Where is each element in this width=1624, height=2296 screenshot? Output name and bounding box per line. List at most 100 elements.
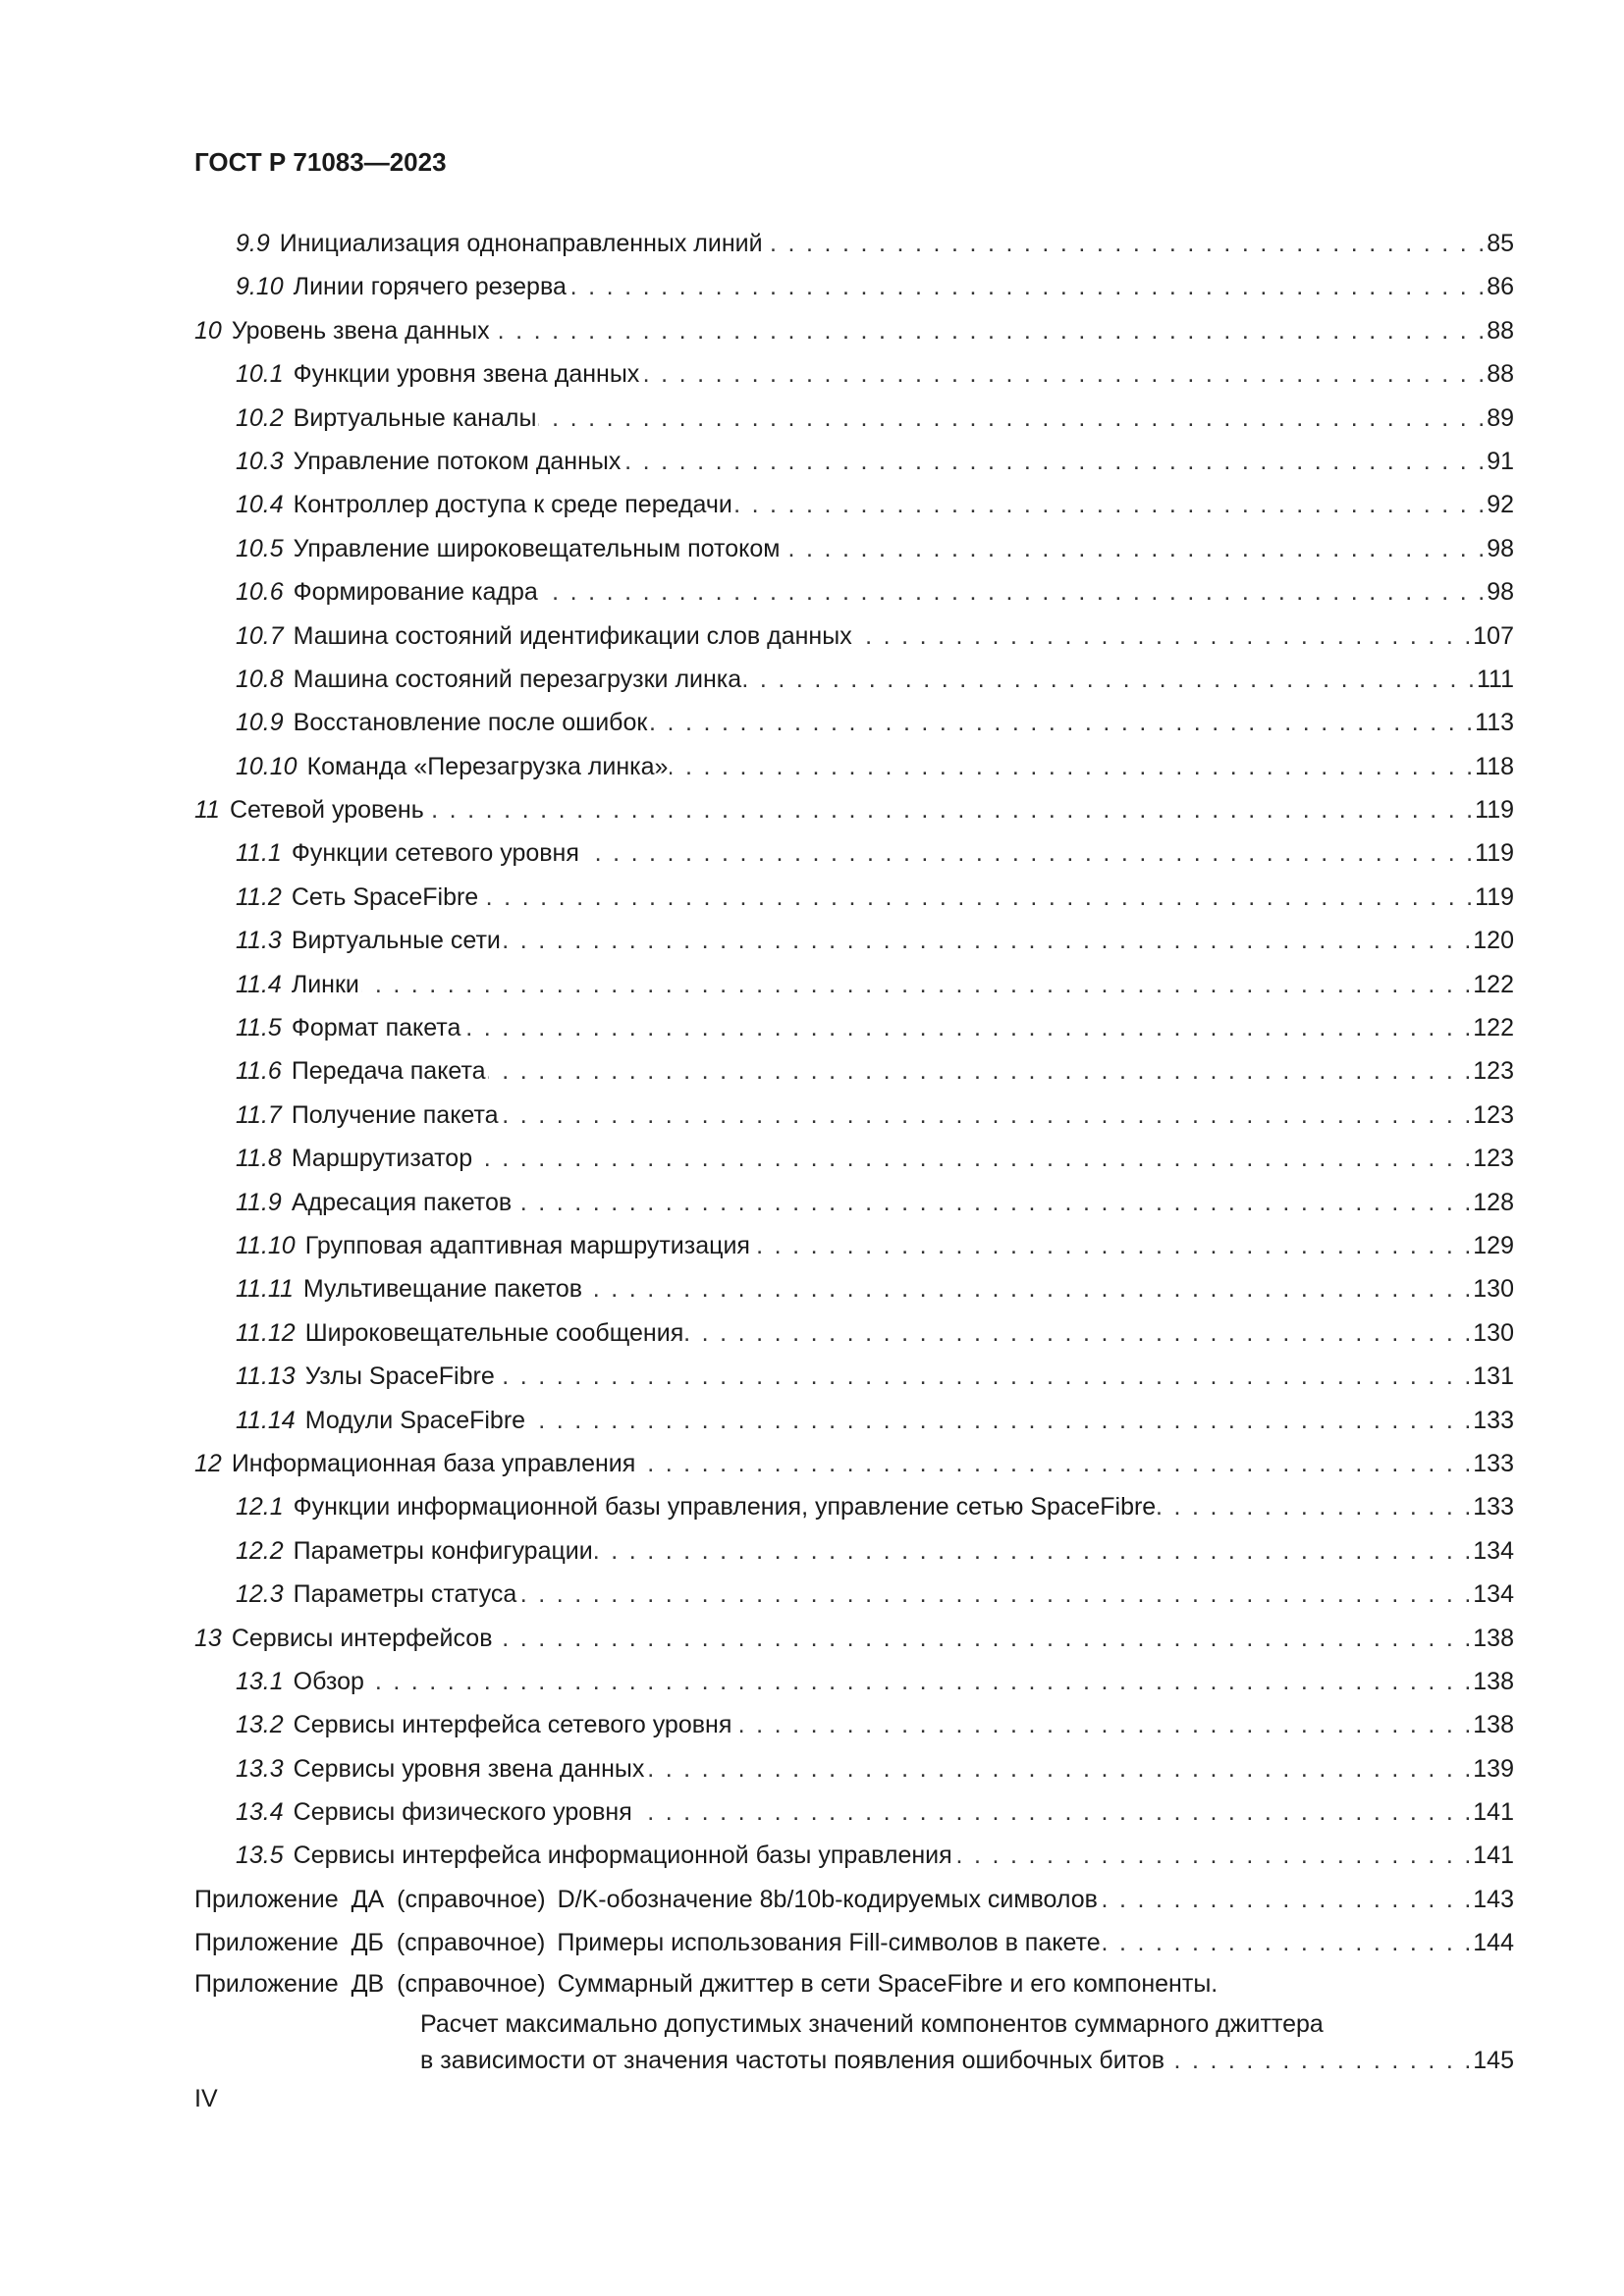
section-title: Адресация пакетов bbox=[291, 1188, 513, 1216]
section-title: Групповая адаптивная маршрутизация bbox=[304, 1231, 750, 1259]
toc-entry[interactable]: 11.4 Линки 122 bbox=[194, 963, 1514, 1006]
toc-entry[interactable]: 11 Сетевой уровень 119 bbox=[194, 788, 1514, 831]
toc-entry[interactable]: 13.3 Сервисы уровня звена данных 139 bbox=[194, 1747, 1514, 1790]
toc-entry[interactable]: 12 Информационная база управления 133 bbox=[194, 1442, 1514, 1485]
dot-leader bbox=[734, 483, 1485, 526]
page-reference: 86 bbox=[1487, 273, 1514, 301]
toc-entry[interactable]: 10 Уровень звена данных 88 bbox=[194, 309, 1514, 352]
toc-entry[interactable]: 10.2 Виртуальные каналы 89 bbox=[194, 397, 1514, 440]
toc-entry[interactable]: 13.4 Сервисы физического уровня 141 bbox=[194, 1790, 1514, 1834]
section-title: Формирование кадра bbox=[293, 578, 538, 607]
toc-entry[interactable]: 10.7 Машина состояний идентификации слов … bbox=[194, 614, 1514, 658]
page-reference: 107 bbox=[1473, 621, 1514, 650]
toc-entry[interactable]: 10.4 Контроллер доступа к среде передачи 9… bbox=[194, 483, 1514, 526]
appendix-title-line: в зависимости от значения частоты появле… bbox=[420, 2046, 1165, 2074]
appendix-label: Приложение ДВ (справочное) bbox=[194, 1969, 546, 1998]
dot-leader bbox=[595, 1529, 1472, 1573]
page-reference: 120 bbox=[1473, 927, 1514, 955]
section-title: Машина состояний идентификации слов данн… bbox=[293, 621, 852, 650]
toc-entry[interactable]: 10.3 Управление потоком данных 91 bbox=[194, 440, 1514, 483]
appendix-entry[interactable]: Приложение ДА (справочное) D/K-обозначени… bbox=[194, 1878, 1514, 1921]
dot-leader bbox=[646, 1747, 1471, 1790]
dot-leader bbox=[733, 1703, 1471, 1746]
toc-entry[interactable]: 11.5 Формат пакета 122 bbox=[194, 1006, 1514, 1049]
appendix-first-line: Приложение ДБ (справочное) Примеры исполь… bbox=[194, 1921, 1514, 1964]
toc-entry[interactable]: 11.3 Виртуальные сети 120 bbox=[194, 919, 1514, 962]
toc-entry[interactable]: 12.3 Параметры статуса 134 bbox=[194, 1573, 1514, 1616]
page-reference: 111 bbox=[1476, 665, 1514, 693]
section-number: 10.4 bbox=[236, 491, 284, 519]
toc-entry[interactable]: 11.10 Групповая адаптивная маршрутизация 1… bbox=[194, 1224, 1514, 1267]
dot-leader bbox=[954, 1834, 1472, 1877]
toc-entry[interactable]: 11.13 Узлы SpaceFibre 131 bbox=[194, 1355, 1514, 1398]
page-number: IV bbox=[194, 2085, 218, 2112]
toc-entry[interactable]: 10.6 Формирование кадра 98 bbox=[194, 570, 1514, 614]
page-reference: 141 bbox=[1473, 1798, 1514, 1827]
toc-entry[interactable]: 9.10 Линии горячего резерва 86 bbox=[194, 265, 1514, 308]
appendix-first-line: Приложение ДА (справочное) D/K-обозначени… bbox=[194, 1878, 1514, 1921]
toc-entry[interactable]: 13.1 Обзор 138 bbox=[194, 1660, 1514, 1703]
page-reference: 133 bbox=[1473, 1493, 1514, 1522]
toc-entry[interactable]: 9.9 Инициализация однонаправленных линий 8… bbox=[194, 222, 1514, 265]
toc-entry[interactable]: 11.14 Модули SpaceFibre 133 bbox=[194, 1399, 1514, 1442]
toc-entry[interactable]: 11.6 Передача пакета 123 bbox=[194, 1049, 1514, 1093]
toc-entry[interactable]: 13.5 Сервисы интерфейса информационной ба… bbox=[194, 1834, 1514, 1877]
section-number: 10.3 bbox=[236, 447, 284, 475]
appendix-entry[interactable]: Приложение ДБ (справочное) Примеры исполь… bbox=[194, 1921, 1514, 1964]
page-reference: 119 bbox=[1475, 839, 1514, 868]
dot-leader bbox=[1158, 1485, 1471, 1528]
section-title: Виртуальные сети bbox=[291, 927, 501, 955]
section-number: 11.5 bbox=[236, 1014, 282, 1042]
section-number: 11.11 bbox=[236, 1275, 294, 1304]
section-title: Сервисы интерфейсов bbox=[231, 1624, 493, 1652]
page-reference: 123 bbox=[1473, 1100, 1514, 1129]
dot-leader bbox=[495, 1617, 1472, 1660]
page-reference: 123 bbox=[1473, 1057, 1514, 1086]
section-number: 12.1 bbox=[236, 1493, 284, 1522]
toc-entry[interactable]: 10.9 Восстановление после ошибок 113 bbox=[194, 701, 1514, 744]
toc-entry[interactable]: 11.12 Широковещательные сообщения 130 bbox=[194, 1311, 1514, 1355]
toc-entry[interactable]: 13.2 Сервисы интерфейса сетевого уровня 13… bbox=[194, 1703, 1514, 1746]
section-title: Функции информационной базы управления, … bbox=[293, 1493, 1157, 1522]
appendix-continuation-line: Расчет максимально допустимых значений к… bbox=[194, 2006, 1514, 2043]
section-title: Команда «Перезагрузка линка» bbox=[306, 752, 669, 780]
toc-entry[interactable]: 10.5 Управление широковещательным потоком… bbox=[194, 527, 1514, 570]
toc-entry[interactable]: 11.2 Сеть SpaceFibre 119 bbox=[194, 876, 1514, 919]
section-number: 11.2 bbox=[236, 882, 282, 911]
toc-entry[interactable]: 11.1 Функции сетевого уровня 119 bbox=[194, 831, 1514, 875]
toc-entry[interactable]: 10.10 Команда «Перезагрузка линка» 118 bbox=[194, 745, 1514, 788]
section-number: 11.4 bbox=[236, 970, 282, 998]
section-title: Сервисы уровня звена данных bbox=[293, 1754, 645, 1783]
dot-leader bbox=[474, 1137, 1471, 1180]
toc-entry[interactable]: 11.9 Адресация пакетов 128 bbox=[194, 1181, 1514, 1224]
section-title: Формат пакета bbox=[291, 1014, 461, 1042]
toc-entry[interactable]: 12.1 Функции информационной базы управлен… bbox=[194, 1485, 1514, 1528]
page-reference: 145 bbox=[1473, 2046, 1514, 2074]
dot-leader bbox=[1103, 1921, 1472, 1964]
section-title: Линки bbox=[291, 970, 359, 998]
appendix-title-line: Суммарный джиттер в сети SpaceFibre и ег… bbox=[557, 1969, 1218, 1998]
appendix-continuation-line: в зависимости от значения частоты появле… bbox=[194, 2043, 1514, 2079]
toc-entry[interactable]: 11.8 Маршрутизатор 123 bbox=[194, 1137, 1514, 1180]
toc-entry[interactable]: 11.7 Получение пакета 123 bbox=[194, 1094, 1514, 1137]
dot-leader bbox=[752, 1224, 1471, 1267]
toc-entry[interactable]: 13 Сервисы интерфейсов 138 bbox=[194, 1617, 1514, 1660]
appendix-entry[interactable]: Приложение ДВ (справочное) Суммарный джит… bbox=[194, 1965, 1514, 2079]
section-number: 11 bbox=[194, 796, 220, 825]
dot-leader bbox=[581, 831, 1473, 875]
section-number: 11.12 bbox=[236, 1318, 296, 1347]
toc-entry[interactable]: 10.1 Функции уровня звена данных 88 bbox=[194, 352, 1514, 396]
section-title: Мультивещание пакетов bbox=[302, 1275, 583, 1304]
section-number: 11.10 bbox=[236, 1231, 296, 1259]
toc-entry[interactable]: 11.11 Мультивещание пакетов 130 bbox=[194, 1267, 1514, 1310]
page-reference: 139 bbox=[1473, 1754, 1514, 1783]
toc-entry[interactable]: 10.8 Машина состояний перезагрузки линка 1… bbox=[194, 658, 1514, 701]
dot-leader bbox=[501, 1094, 1472, 1137]
page-reference: 138 bbox=[1473, 1667, 1514, 1695]
page-reference: 130 bbox=[1473, 1275, 1514, 1304]
section-number: 13 bbox=[194, 1624, 222, 1652]
section-number: 10.6 bbox=[236, 578, 284, 607]
page-reference: 123 bbox=[1473, 1145, 1514, 1173]
toc-entry[interactable]: 12.2 Параметры конфигурации 134 bbox=[194, 1529, 1514, 1573]
section-title: Сервисы интерфейса информационной базы у… bbox=[293, 1842, 952, 1870]
